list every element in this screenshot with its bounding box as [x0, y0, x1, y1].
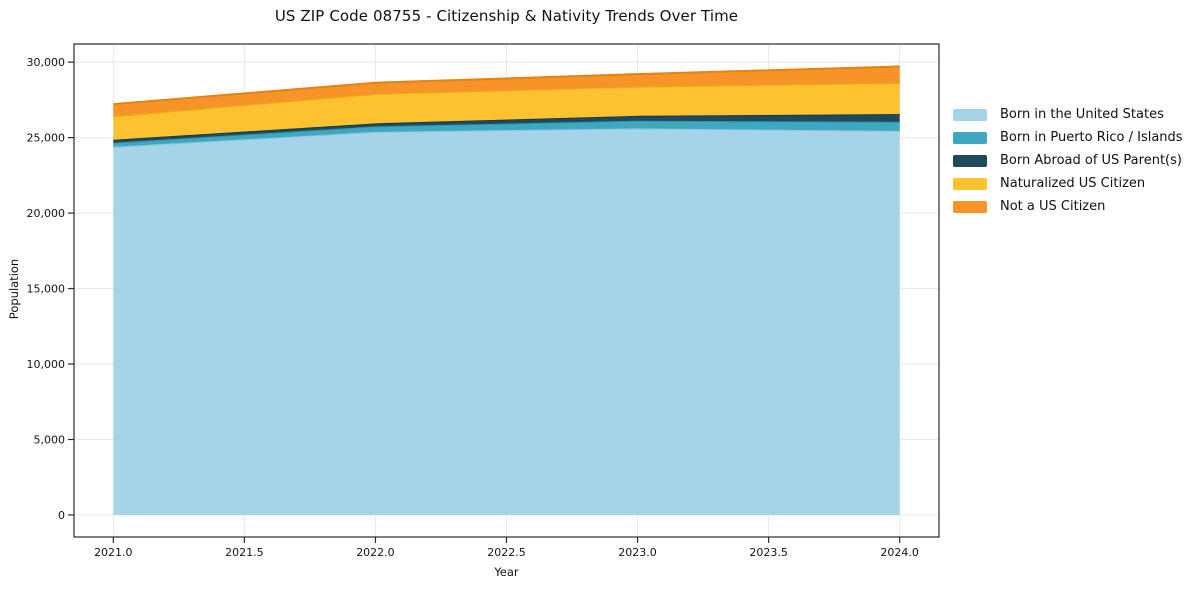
legend-item-born-abroad-of-us-parent-s: Born Abroad of US Parent(s) [953, 149, 1183, 172]
area-born-in-the-united-states [113, 128, 900, 515]
legend: Born in the United States Born in Puerto … [953, 103, 1183, 218]
x-tick-label: 2023.5 [749, 546, 788, 559]
legend-label: Not a US Citizen [1000, 199, 1106, 214]
legend-label: Born in Puerto Rico / Islands [1000, 130, 1183, 145]
x-tick-label: 2023.0 [618, 546, 657, 559]
x-tick-label: 2021.0 [94, 546, 133, 559]
x-tick-label: 2021.5 [225, 546, 264, 559]
y-tick-label: 15,000 [27, 283, 66, 296]
legend-label: Naturalized US Citizen [1000, 176, 1146, 191]
legend-swatch-icon [953, 108, 987, 121]
chart-title: US ZIP Code 08755 - Citizenship & Nativi… [274, 7, 739, 25]
legend-swatch-icon [953, 154, 987, 167]
y-tick-label: 10,000 [27, 358, 66, 371]
legend-swatch-icon [953, 177, 987, 190]
y-tick-label: 25,000 [27, 132, 66, 145]
y-tick-label: 20,000 [27, 207, 66, 220]
legend-item-naturalized-us-citizen: Naturalized US Citizen [953, 172, 1183, 195]
legend-label: Born Abroad of US Parent(s) [1000, 153, 1182, 168]
legend-item-born-in-puerto-rico-islands: Born in Puerto Rico / Islands [953, 126, 1183, 149]
y-axis-label: Population [7, 258, 21, 320]
legend-item-not-a-us-citizen: Not a US Citizen [953, 195, 1183, 218]
x-axis-label: Year [494, 565, 519, 579]
legend-swatch-icon [953, 131, 987, 144]
y-tick-label: 0 [58, 509, 65, 522]
legend-swatch-icon [953, 200, 987, 213]
area-not-a-us-citizen [113, 66, 900, 117]
area-naturalized-us-citizen [113, 83, 900, 140]
x-tick-label: 2024.0 [880, 546, 919, 559]
y-tick-label: 5,000 [34, 433, 66, 446]
y-tick-label: 30,000 [27, 56, 66, 69]
area-edge-not-a-us-citizen [113, 65, 900, 106]
x-tick-label: 2022.5 [487, 546, 526, 559]
area-born-in-puerto-rico-islands [113, 120, 900, 147]
legend-label: Born in the United States [1000, 107, 1164, 122]
x-tick-label: 2022.0 [356, 546, 395, 559]
legend-item-born-in-the-united-states: Born in the United States [953, 103, 1183, 126]
